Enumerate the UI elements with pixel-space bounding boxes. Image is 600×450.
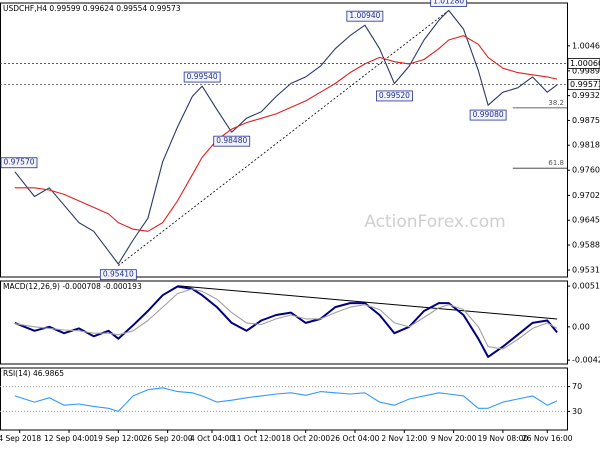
y-tick-label: 0.96455	[572, 216, 600, 225]
annotation-box	[183, 71, 221, 83]
y-tick-label: 0.95310	[572, 266, 600, 275]
annotation-label: 0.99520	[379, 91, 410, 100]
annotation-label: 0.99540	[187, 72, 218, 81]
x-tick-label: 9 Nov 20:00	[431, 434, 477, 443]
annotation-label: 0.97570	[3, 158, 34, 167]
y-tick-label: 1.00465	[572, 41, 600, 50]
y-tick-label: 0.97605	[572, 166, 600, 175]
panel-frame	[0, 2, 568, 278]
panel-title: RSI(14) 46.9865	[3, 369, 64, 378]
annotation-box	[469, 109, 507, 121]
x-tick-label: 26 Nov 16:00	[522, 434, 573, 443]
panel-title: USDCHF,H4 0.99599 0.99624 0.99554 0.9957…	[3, 4, 181, 13]
trendline	[118, 10, 449, 267]
y-tick-label: 0.00	[572, 322, 590, 331]
trendline	[177, 285, 558, 320]
price-marker-box	[567, 58, 600, 69]
x-tick-label: 4 Oct 04:00	[190, 434, 234, 443]
annotation-label: 1.00940	[349, 11, 380, 20]
annotation-box	[376, 90, 413, 102]
fib-label: 61.8	[548, 159, 564, 167]
annotation-label: 0.95410	[103, 270, 134, 279]
series-line	[14, 9, 558, 265]
y-tick-label: 70	[572, 382, 582, 391]
price-marker-box	[567, 79, 600, 91]
x-tick-label: 19 Nov 08:00	[478, 434, 529, 443]
fib-label: 38.2	[548, 99, 564, 107]
series-line	[14, 35, 558, 232]
annotation-label: 0.99080	[473, 110, 504, 119]
x-tick-label: 4 Sep 2018	[0, 434, 41, 443]
annotation-label: 0.98480	[216, 136, 247, 145]
annotation-box	[213, 135, 251, 147]
panel-title: MACD(12,26,9) -0.000708 -0.000193	[3, 282, 142, 291]
annotation-box	[0, 157, 38, 169]
series-line	[14, 285, 558, 358]
x-tick-label: 12 Sep 04:00	[44, 434, 94, 443]
y-tick-label: 0.97026	[572, 191, 600, 200]
y-tick-label: 30	[572, 407, 582, 416]
y-tick-label: 0.005154	[572, 282, 600, 291]
x-tick-label: 2 Nov 12:00	[381, 434, 427, 443]
watermark: ActionForex.com	[364, 212, 505, 232]
panel-frame	[0, 280, 568, 365]
price-marker-label: 1.00060	[570, 59, 600, 68]
annotation-box	[346, 10, 384, 22]
y-tick-label: 0.95885	[572, 241, 600, 250]
price-marker-label: 0.99573	[570, 80, 600, 89]
panel-frame	[0, 367, 568, 431]
x-tick-label: 11 Oct 12:00	[232, 434, 281, 443]
x-tick-label: 26 Oct 04:00	[331, 434, 380, 443]
series-line	[14, 288, 558, 350]
x-tick-label: 19 Sep 12:00	[93, 434, 143, 443]
series-line	[14, 387, 558, 412]
y-tick-label: -0.004209	[572, 356, 600, 365]
annotation-box	[430, 0, 468, 7]
x-tick-label: 18 Oct 20:00	[281, 434, 330, 443]
annotation-box	[99, 269, 137, 281]
x-tick-label: 26 Sep 20:00	[143, 434, 193, 443]
annotation-label: 1.01280	[433, 0, 464, 5]
